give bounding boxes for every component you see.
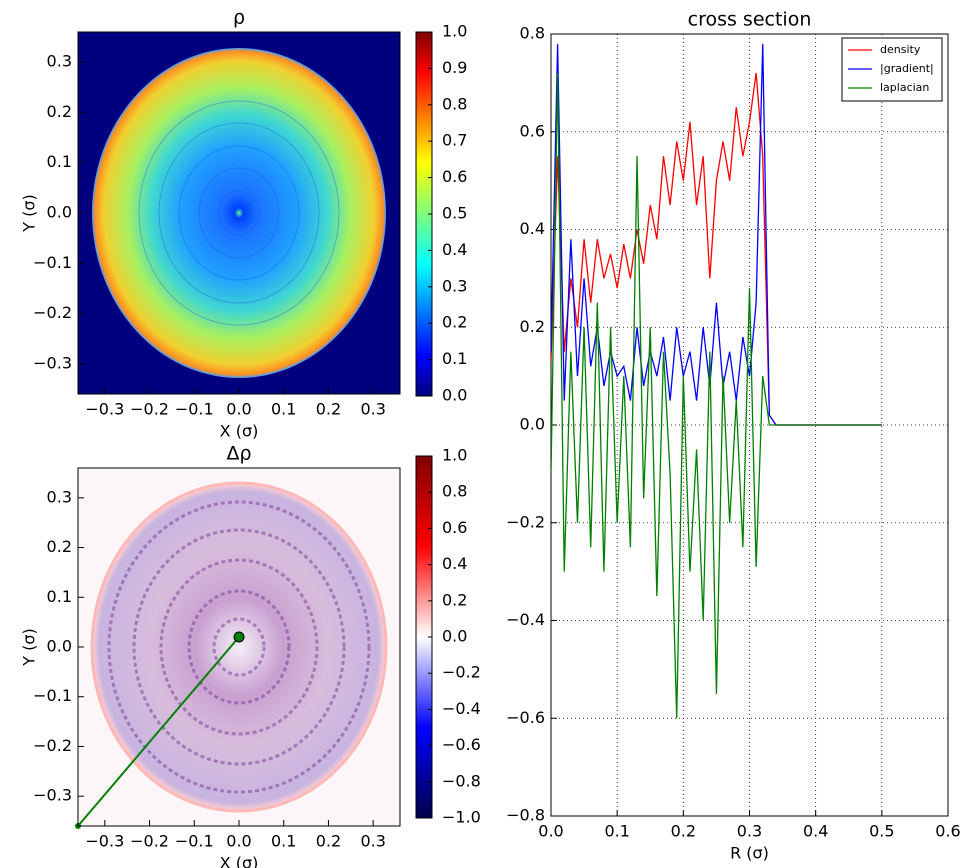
y-tick-label: 0.2 bbox=[47, 537, 72, 556]
x-axis-label: X (σ) bbox=[220, 422, 259, 441]
image-rings bbox=[107, 500, 371, 794]
x-tick-label: −0.1 bbox=[175, 832, 214, 851]
x-tick-label: 0.2 bbox=[316, 400, 341, 419]
x-tick-label: 0.4 bbox=[803, 822, 828, 841]
colorbar-tick-label: 0.5 bbox=[442, 204, 467, 223]
colorbar-tick-label: 0.6 bbox=[442, 518, 467, 537]
x-tick-label: 0.0 bbox=[226, 832, 251, 851]
y-tick-label: −0.2 bbox=[506, 512, 545, 531]
x-tick-label: 0.2 bbox=[316, 832, 341, 851]
y-tick-label: −0.3 bbox=[33, 786, 72, 805]
cut-line bbox=[77, 636, 240, 827]
cut-center bbox=[233, 631, 245, 643]
legend-label: laplacian bbox=[880, 81, 929, 94]
x-tick-label: 0.6 bbox=[935, 822, 960, 841]
colorbar-tick-label: −0.4 bbox=[442, 699, 481, 718]
colorbar-tick-label: −0.6 bbox=[442, 735, 481, 754]
y-axis-label: Y (σ) bbox=[20, 194, 39, 232]
x-tick-label: −0.2 bbox=[130, 400, 169, 419]
image-rings bbox=[138, 100, 340, 326]
y-tick-label: −0.4 bbox=[506, 610, 545, 629]
colorbar-tick-label: 0.2 bbox=[442, 590, 467, 609]
x-tick-label: −0.1 bbox=[175, 400, 214, 419]
y-tick-label: −0.1 bbox=[33, 686, 72, 705]
legend-label: |gradient| bbox=[880, 62, 934, 75]
colorbar-tick-label: −0.2 bbox=[442, 663, 481, 682]
chart-title: Δρ bbox=[226, 443, 251, 465]
colorbar-tick-label: 0.4 bbox=[442, 240, 467, 259]
colorbar-tick-label: 0.1 bbox=[442, 349, 467, 368]
x-tick-label: 0.5 bbox=[869, 822, 894, 841]
y-tick-label: −0.8 bbox=[506, 806, 545, 825]
x-tick-label: −0.2 bbox=[130, 832, 169, 851]
y-tick-label: 0.0 bbox=[47, 203, 72, 222]
colorbar-tick-label: 0.8 bbox=[442, 94, 467, 113]
y-tick-label: −0.3 bbox=[33, 353, 72, 372]
x-axis-label: R (σ) bbox=[730, 844, 769, 863]
colorbar-tick-label: 0.0 bbox=[442, 627, 467, 646]
y-tick-label: −0.1 bbox=[33, 253, 72, 272]
y-tick-label: 0.1 bbox=[47, 587, 72, 606]
x-tick-label: 0.1 bbox=[271, 400, 296, 419]
axes-frame bbox=[77, 31, 401, 395]
colorbar-tick-label: 1.0 bbox=[442, 446, 467, 465]
x-tick-label: 0.3 bbox=[737, 822, 762, 841]
image-disk bbox=[90, 481, 388, 813]
x-tick-label: −0.3 bbox=[85, 832, 124, 851]
x-tick-label: 0.3 bbox=[360, 832, 385, 851]
y-tick-label: −0.2 bbox=[33, 303, 72, 322]
image-disk bbox=[92, 48, 386, 378]
series-line bbox=[551, 43, 882, 426]
y-tick-label: 0.2 bbox=[520, 317, 545, 336]
x-tick-label: 0.1 bbox=[604, 822, 629, 841]
y-tick-label: −0.6 bbox=[506, 708, 545, 727]
legend-label: density bbox=[880, 43, 921, 56]
y-tick-label: 0.4 bbox=[520, 219, 545, 238]
y-tick-label: 0.6 bbox=[520, 121, 545, 140]
x-tick-label: −0.3 bbox=[85, 400, 124, 419]
colorbar-tick-label: 0.9 bbox=[442, 58, 467, 77]
colorbar-tick-label: 0.0 bbox=[442, 386, 467, 405]
colorbar-tick-label: 0.7 bbox=[442, 131, 467, 150]
y-tick-label: 0.0 bbox=[47, 637, 72, 656]
y-tick-label: 0.3 bbox=[47, 487, 72, 506]
colorbar-tick-label: 0.6 bbox=[442, 167, 467, 186]
series-line bbox=[551, 73, 882, 719]
x-tick-label: 0.1 bbox=[271, 832, 296, 851]
x-tick-label: 0.0 bbox=[538, 822, 563, 841]
chart-title: cross section bbox=[688, 9, 812, 31]
y-tick-label: 0.3 bbox=[47, 52, 72, 71]
colorbar-tick-label: 0.4 bbox=[442, 554, 467, 573]
axes-frame bbox=[550, 33, 949, 817]
x-tick-label: 0.0 bbox=[226, 400, 251, 419]
axes-frame bbox=[77, 467, 401, 827]
colorbar-tick-label: 0.2 bbox=[442, 313, 467, 332]
y-axis-label: Y (σ) bbox=[20, 628, 39, 666]
x-tick-label: 0.3 bbox=[360, 400, 385, 419]
colorbar-tick-label: 0.3 bbox=[442, 276, 467, 295]
y-tick-label: 0.2 bbox=[47, 102, 72, 121]
y-tick-label: −0.2 bbox=[33, 736, 72, 755]
colorbar-tick-label: −0.8 bbox=[442, 771, 481, 790]
colorbar-tick-label: 1.0 bbox=[442, 22, 467, 41]
colorbar-tick-label: −1.0 bbox=[442, 808, 481, 827]
y-tick-label: 0.0 bbox=[520, 415, 545, 434]
x-tick-label: 0.2 bbox=[671, 822, 696, 841]
chart-title: ρ bbox=[233, 7, 245, 29]
series-line bbox=[551, 73, 882, 426]
colorbar-tick-label: 0.8 bbox=[442, 482, 467, 501]
x-axis-label: X (σ) bbox=[220, 854, 259, 868]
y-tick-label: 0.1 bbox=[47, 152, 72, 171]
y-tick-label: 0.8 bbox=[520, 24, 545, 43]
